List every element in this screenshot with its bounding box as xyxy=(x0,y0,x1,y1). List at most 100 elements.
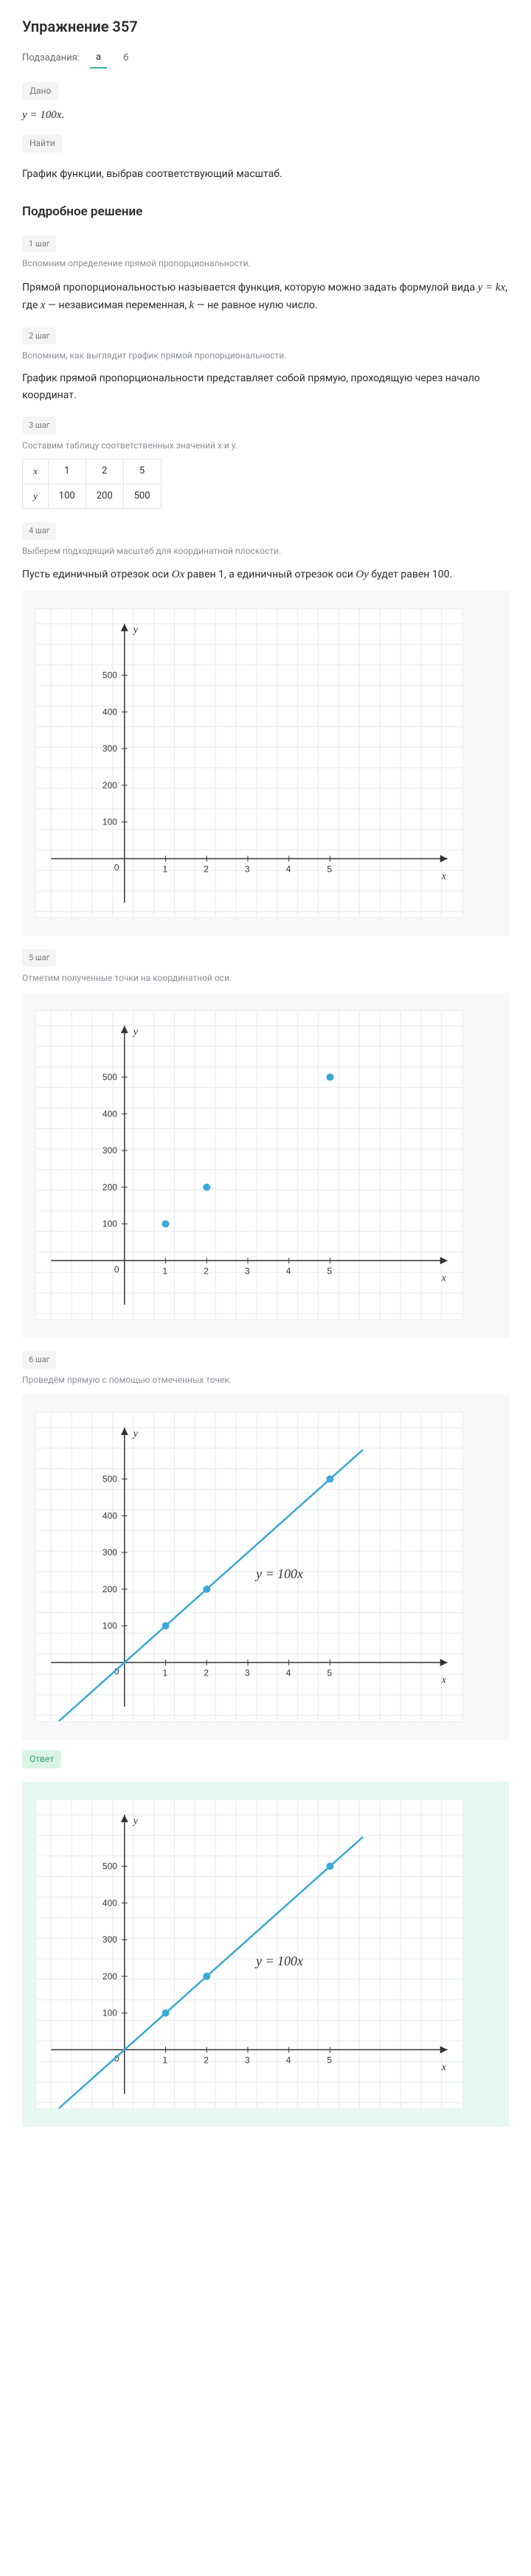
svg-text:300: 300 xyxy=(103,743,117,754)
table-cell: 200 xyxy=(86,484,123,509)
step: 4 шаг Выберем подходящий масштаб для коор… xyxy=(22,522,509,936)
svg-text:1: 1 xyxy=(163,1667,168,1678)
chart-wrap: 012345100200300400500xyy = 100x xyxy=(22,1395,509,1740)
svg-text:2: 2 xyxy=(204,1266,209,1276)
step-badge: 4 шаг xyxy=(22,522,56,540)
svg-text:2: 2 xyxy=(204,2055,209,2065)
find-badge: Найти xyxy=(22,134,63,153)
step-badge: 6 шаг xyxy=(22,1351,56,1369)
svg-text:200: 200 xyxy=(103,780,117,791)
svg-text:x: x xyxy=(441,871,447,882)
chart-wrap: 0 1 2 3 4 5 100 200 300 400 500 x y xyxy=(22,993,509,1338)
svg-text:200: 200 xyxy=(103,1971,117,1982)
step-caption: Выберем подходящий масштаб для координат… xyxy=(22,544,509,558)
svg-text:5: 5 xyxy=(327,864,332,875)
svg-text:300: 300 xyxy=(103,1145,117,1156)
svg-text:2: 2 xyxy=(204,1667,209,1678)
given-formula: y = 100x. xyxy=(22,106,509,124)
table-row: x125 xyxy=(23,459,162,484)
step: 1 шаг Вспомним определение прямой пропорц… xyxy=(22,235,509,314)
step-caption: Вспомним, как выглядит график прямой про… xyxy=(22,349,509,363)
svg-text:1: 1 xyxy=(163,864,168,875)
given-block: Дано y = 100x. xyxy=(22,82,509,124)
tab-b[interactable]: б xyxy=(117,49,134,68)
svg-text:400: 400 xyxy=(103,1510,117,1521)
svg-text:400: 400 xyxy=(103,707,117,718)
step-body: Прямой пропорциональностью называется фу… xyxy=(22,279,509,314)
svg-text:1: 1 xyxy=(163,1266,168,1276)
svg-text:500: 500 xyxy=(103,1072,117,1083)
svg-text:0: 0 xyxy=(114,863,119,873)
step-badge: 3 шаг xyxy=(22,417,56,434)
svg-text:3: 3 xyxy=(245,1667,250,1678)
svg-text:1: 1 xyxy=(163,2055,168,2065)
svg-text:500: 500 xyxy=(103,670,117,681)
table-cell: 100 xyxy=(48,484,86,509)
svg-text:x: x xyxy=(441,1273,447,1284)
svg-text:y: y xyxy=(132,1027,139,1038)
answer-badge: Ответ xyxy=(22,1750,61,1768)
svg-text:500: 500 xyxy=(103,1861,117,1872)
solution-title: Подробное решение xyxy=(22,202,509,222)
tab-a[interactable]: а xyxy=(90,49,107,69)
svg-text:5: 5 xyxy=(327,1266,332,1276)
given-badge: Дано xyxy=(22,82,58,100)
find-text: График функции, выбрав соответствующий м… xyxy=(22,166,509,182)
svg-text:400: 400 xyxy=(103,1898,117,1908)
svg-text:3: 3 xyxy=(245,864,250,875)
subtasks-label: Подзадания: xyxy=(22,51,80,66)
svg-text:100: 100 xyxy=(103,2008,117,2018)
table-row: y100200500 xyxy=(23,484,162,509)
svg-text:300: 300 xyxy=(103,1547,117,1558)
svg-text:y: y xyxy=(132,1816,139,1827)
svg-text:100: 100 xyxy=(103,1219,117,1229)
svg-text:4: 4 xyxy=(286,2055,291,2065)
svg-text:y: y xyxy=(132,625,139,636)
page-title: Упражнение 357 xyxy=(22,15,509,38)
table-cell: x xyxy=(23,459,49,484)
step: 3 шаг Составим таблицу соответственных зн… xyxy=(22,417,509,509)
answer-block: Ответ 012345100200300400500xyy = 100x xyxy=(22,1750,509,2127)
step: 2 шагВспомним, как выглядит график прямо… xyxy=(22,327,509,404)
table-cell: 500 xyxy=(123,484,161,509)
svg-text:2: 2 xyxy=(204,864,209,875)
step-body: График прямой пропорциональности предста… xyxy=(22,370,509,403)
table-cell: 5 xyxy=(123,459,161,484)
svg-text:x: x xyxy=(441,2062,447,2073)
step-body: Пусть единичный отрезок оси Ox равен 1, … xyxy=(22,566,509,583)
svg-text:y: y xyxy=(132,1428,139,1440)
svg-text:3: 3 xyxy=(245,2055,250,2065)
svg-text:400: 400 xyxy=(103,1108,117,1119)
svg-text:100: 100 xyxy=(103,1620,117,1631)
svg-text:100: 100 xyxy=(103,817,117,827)
svg-text:4: 4 xyxy=(286,1266,291,1276)
svg-text:5: 5 xyxy=(327,2055,332,2065)
svg-text:0: 0 xyxy=(114,1264,119,1274)
chart-wrap: 0 1 2 3 4 5 100 200 300 400 500 x y xyxy=(22,591,509,936)
table-cell: 2 xyxy=(86,459,123,484)
step-caption: Вспомним определение прямой пропорционал… xyxy=(22,257,509,271)
step-caption: Проведём прямую с помощью отмеченных точ… xyxy=(22,1373,509,1387)
table-cell: y xyxy=(23,484,49,509)
step-caption: Составим таблицу соответственных значени… xyxy=(22,439,509,453)
step: 5 шаг Отметим полученные точки на координ… xyxy=(22,949,509,1338)
steps-container: 1 шаг Вспомним определение прямой пропорц… xyxy=(22,235,509,1740)
subtasks-row: Подзадания: а б xyxy=(22,49,509,69)
step-badge: 5 шаг xyxy=(22,949,56,967)
svg-text:y = 100x: y = 100x xyxy=(254,1566,303,1581)
step-caption: Отметим полученные точки на координатной… xyxy=(22,971,509,985)
svg-text:5: 5 xyxy=(327,1667,332,1678)
svg-text:4: 4 xyxy=(286,864,291,875)
svg-text:4: 4 xyxy=(286,1667,291,1678)
svg-text:y = 100x: y = 100x xyxy=(254,1954,303,1968)
svg-text:500: 500 xyxy=(103,1473,117,1484)
svg-text:300: 300 xyxy=(103,1934,117,1945)
svg-text:200: 200 xyxy=(103,1182,117,1192)
table-cell: 1 xyxy=(48,459,86,484)
svg-text:3: 3 xyxy=(245,1266,250,1276)
step-badge: 1 шаг xyxy=(22,235,56,253)
value-table: x125y100200500 xyxy=(22,459,162,510)
step: 6 шаг Проведём прямую с помощью отмеченны… xyxy=(22,1351,509,1740)
svg-text:x: x xyxy=(441,1675,447,1686)
svg-text:200: 200 xyxy=(103,1584,117,1594)
